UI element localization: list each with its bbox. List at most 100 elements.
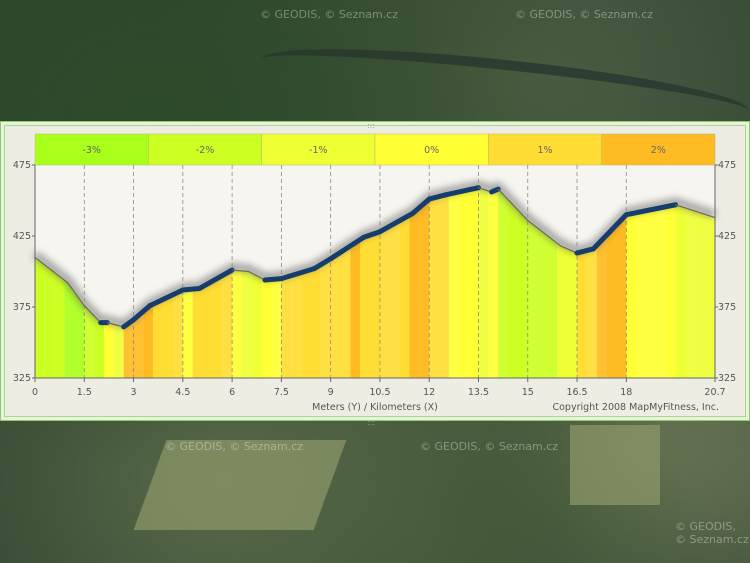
elevation-line-segment [527,219,562,247]
grade-stripe [665,204,676,378]
grade-stripe [478,187,489,378]
grade-stripe [537,228,548,378]
grade-stripe [113,324,124,378]
resize-handle-bottom[interactable]: ::: [367,418,376,427]
grade-stripe [350,239,361,378]
x-tick-label: 15 [522,387,534,398]
grade-stripe [222,270,233,378]
x-tick-label: 16.5 [566,387,587,398]
grade-stripe [626,212,637,378]
grade-legend-label: -2% [196,145,215,156]
elevation-line-segment [311,256,334,272]
y-tick-label-left: 475 [13,160,31,171]
grade-stripe [577,250,587,378]
grade-stripe [695,211,706,378]
copyright: Copyright 2008 MapMyFitness, Inc. [552,402,719,413]
grade-stripe [685,207,696,378]
elevation-line-segment [278,266,317,282]
map-watermark: © GEODIS, © Seznam.cz [165,440,304,453]
elevation-line-segment [443,185,481,198]
grade-stripe [527,220,538,378]
x-axis-label: Meters (Y) / Kilometers (X) [312,402,438,413]
resize-handle-top[interactable]: ::: [367,121,376,130]
x-tick-label: 9 [328,387,334,398]
grade-stripe [320,258,331,378]
grade-stripe [429,196,440,378]
grade-stripe [192,286,203,378]
grade-legend-swatch [261,133,376,166]
grade-stripe [508,199,518,378]
grade-legend-swatch [488,133,602,166]
grade-legend-label: 0% [424,145,439,156]
elevation-line-segment [574,246,596,256]
grade-stripe [241,270,252,378]
grade-stripe [94,315,104,378]
grade-stripe [488,189,499,378]
elevation-line-segment [147,287,186,309]
elevation-line-segment [34,256,69,284]
grade-stripe [251,273,262,378]
y-tick-label-right: 475 [718,160,736,171]
grade-stripe [409,207,420,378]
y-tick-label-right: 425 [718,231,736,242]
grade-stripe [567,248,578,378]
y-tick-label-left: 325 [13,373,31,384]
grade-stripe [54,272,65,378]
x-tick-label: 18 [620,387,632,398]
x-tick-label: 10.5 [369,387,390,398]
grade-stripe [182,289,193,378]
elevation-line-segment [180,286,202,293]
grade-stripe [163,294,173,378]
grade-stripe [360,235,371,378]
grade-stripe [498,189,509,378]
grade-stripe [202,281,213,378]
grade-stripe [458,189,469,378]
elevation-line-segment [247,270,266,281]
x-tick-label: 13.5 [468,387,489,398]
grade-stripe [261,278,272,378]
x-tick-label: 12 [423,387,435,398]
elevation-line-segment [560,245,578,254]
grade-legend-label: -3% [82,145,101,156]
map-watermark: © GEODIS, © Seznam.cz [515,8,654,21]
grade-stripe [655,206,666,378]
grade-stripe [616,214,627,378]
grade-stripe [547,235,558,378]
grade-stripe [281,275,292,378]
grade-stripe [448,191,459,378]
grade-legend-swatch [148,133,262,166]
elevation-line-segment [67,282,85,307]
grade-stripe [103,322,114,378]
grade-stripe [606,224,617,378]
grade-legend-swatch [34,133,149,166]
grade-stripe [379,226,390,378]
grade-stripe [419,199,430,378]
grade-stripe [74,291,85,378]
grade-stripe [389,220,400,378]
x-tick-label: 0 [32,387,38,398]
elevation-line-segment [489,186,501,195]
grade-stripe [439,194,449,378]
grade-stripe [271,278,282,378]
x-tick-label: 3 [131,387,137,398]
y-tick-label-right: 325 [718,373,736,384]
x-tick-label: 1.5 [77,387,92,398]
elevation-line-segment [426,192,449,202]
grade-stripe [291,272,302,378]
elevation-line-segment [196,267,235,292]
elevation-line-segment [262,276,284,283]
grade-stripe [370,231,380,378]
x-tick-label: 7.5 [274,387,289,398]
elevation-line-segment [328,234,367,262]
grade-legend-label: 1% [537,145,552,156]
grade-legend-swatch [601,133,716,166]
grade-stripe [517,209,528,378]
elevation-line-segment [361,229,383,240]
grade-stripe [586,245,597,378]
elevation-line-segment [674,204,716,219]
grade-stripe [330,252,341,378]
grade-stripe [636,210,647,378]
grade-stripe [340,245,351,378]
grade-stripe [143,304,154,378]
